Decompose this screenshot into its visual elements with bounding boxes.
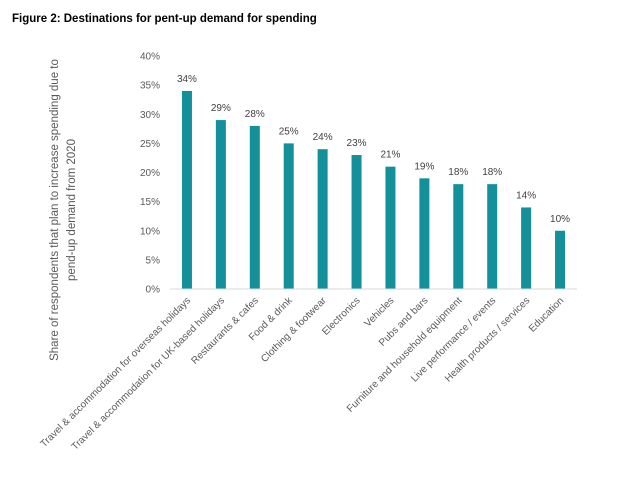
- category-label: Travel & accommodation for overseas holi…: [39, 295, 194, 450]
- data-label: 14%: [516, 190, 536, 201]
- y-tick-label: 25%: [140, 139, 160, 150]
- bar: [555, 230, 566, 289]
- y-tick-label: 10%: [140, 226, 160, 237]
- y-axis-label: Share of respondents that plan to increa…: [49, 59, 78, 361]
- data-label: 23%: [347, 138, 367, 149]
- data-label: 25%: [279, 126, 299, 137]
- y-axis-ticks: 0% 5% 10% 15% 20% 25% 30% 35% 40%: [140, 52, 160, 296]
- data-label: 24%: [313, 132, 333, 143]
- data-label: 19%: [414, 161, 434, 172]
- bar: [317, 149, 328, 289]
- bar: [283, 143, 294, 289]
- bars: [181, 90, 566, 290]
- y-tick-label: 20%: [140, 168, 160, 179]
- y-tick-label: 30%: [140, 110, 160, 121]
- y-tick-label: 5%: [146, 255, 161, 266]
- bar: [487, 184, 498, 289]
- bar: [521, 207, 532, 289]
- y-tick-label: 0%: [146, 285, 161, 296]
- category-label: Clothing & footwear: [259, 295, 329, 365]
- bar: [385, 166, 396, 289]
- category-label: Travel & accommodation for UK-based holi…: [70, 295, 227, 452]
- bar: [351, 155, 362, 289]
- y-tick-label: 40%: [140, 52, 160, 63]
- data-labels: 34% 29% 28% 25% 24% 23% 21% 19% 18% 18% 14% 10%: [177, 74, 570, 225]
- data-label: 21%: [380, 150, 400, 161]
- y-tick-label: 35%: [140, 81, 160, 92]
- data-label: 10%: [550, 214, 570, 225]
- data-label: 34%: [177, 74, 197, 85]
- y-axis-label-line: Share of respondents that plan to increa…: [49, 59, 61, 361]
- data-label: 28%: [245, 109, 265, 120]
- bar: [419, 178, 430, 289]
- bar: [453, 184, 464, 289]
- category-label: Education: [527, 295, 566, 334]
- data-label: 29%: [211, 103, 231, 114]
- bar: [181, 90, 192, 289]
- bar: [215, 120, 226, 289]
- bar: [249, 125, 260, 290]
- category-label: Vehicles: [362, 295, 396, 329]
- data-label: 18%: [448, 167, 468, 178]
- data-label: 18%: [482, 167, 502, 178]
- category-labels: Travel & accommodation for overseas holi…: [39, 295, 567, 453]
- y-axis-label-line: pend-up demand from 2020: [66, 139, 78, 281]
- figure-title: Figure 2: Destinations for pent-up deman…: [12, 13, 317, 25]
- y-tick-label: 15%: [140, 197, 160, 208]
